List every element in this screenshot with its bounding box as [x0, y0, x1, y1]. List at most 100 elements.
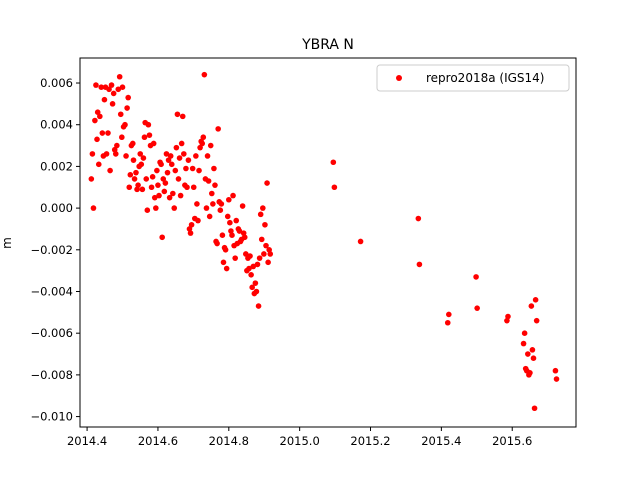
data-point: [553, 376, 560, 382]
data-point: [184, 184, 190, 191]
data-point: [154, 167, 160, 174]
data-point: [187, 230, 194, 236]
data-point: [256, 255, 263, 261]
data-point: [218, 201, 225, 207]
data-point: [178, 140, 185, 147]
plot-area: [80, 58, 576, 427]
data-point: [195, 217, 201, 224]
data-point: [106, 86, 112, 93]
data-point: [232, 255, 238, 261]
data-point: [241, 234, 248, 241]
data-point: [179, 113, 186, 120]
data-point: [253, 288, 260, 295]
data-point: [188, 221, 195, 228]
data-point: [243, 251, 249, 257]
data-point: [161, 188, 168, 195]
data-point: [164, 169, 171, 176]
data-point: [117, 111, 124, 118]
data-point: [139, 186, 146, 193]
data-point: [229, 232, 235, 238]
x-axis: 2014.4 2014.6 2014.8 2015.0 2015.2 2015.4 2015…: [67, 427, 532, 448]
data-point: [446, 311, 452, 318]
data-point: [239, 203, 246, 209]
data-point: [189, 165, 196, 172]
data-point: [156, 192, 162, 199]
data-point: [101, 96, 108, 103]
data-point: [116, 73, 123, 80]
data-point: [146, 132, 153, 138]
data-point: [531, 405, 538, 412]
data-point: [552, 367, 559, 374]
data-point: [193, 153, 199, 159]
data-point: [174, 111, 181, 118]
data-point: [109, 101, 116, 107]
data-point: [260, 205, 266, 211]
data-point: [123, 153, 129, 159]
data-point: [171, 205, 178, 211]
data-point: [261, 251, 267, 257]
data-point: [223, 265, 230, 272]
legend-label: repro2018a (IGS14): [426, 71, 544, 85]
data-point: [530, 355, 537, 362]
data-point: [155, 182, 161, 188]
data-point: [533, 317, 540, 324]
data-point: [264, 180, 270, 186]
y-tick-label: −0.010: [30, 410, 73, 424]
data-point: [160, 176, 167, 182]
data-point: [90, 205, 97, 211]
data-point: [159, 234, 165, 241]
y-axis: −0.010 −0.008 −0.006 −0.004 −0.002 0.000 0.002…: [30, 76, 80, 424]
data-point: [246, 265, 252, 272]
data-point: [190, 184, 197, 191]
data-point: [107, 167, 113, 174]
data-point: [103, 151, 110, 157]
data-point: [145, 121, 152, 128]
data-point: [149, 174, 156, 180]
data-point: [226, 196, 232, 203]
data-point: [185, 157, 192, 163]
data-point: [267, 251, 274, 257]
data-point: [143, 176, 150, 182]
data-point: [331, 184, 338, 191]
data-point: [227, 219, 233, 226]
x-tick-label: 2015.0: [280, 434, 320, 448]
chart-title: YBRA N: [301, 37, 354, 53]
y-tick-label: −0.006: [30, 326, 73, 340]
data-point: [176, 155, 183, 161]
data-point: [215, 126, 221, 132]
data-point: [148, 184, 155, 191]
data-point: [206, 213, 213, 220]
data-point: [217, 207, 224, 213]
data-point: [112, 151, 119, 157]
data-point: [115, 86, 122, 93]
y-tick-label: −0.008: [30, 368, 73, 382]
data-point: [92, 117, 98, 124]
data-point: [122, 121, 128, 128]
legend-box: [376, 64, 570, 92]
data-point: [126, 184, 133, 191]
data-point: [415, 215, 422, 222]
data-point: [127, 171, 134, 178]
data-point: [124, 105, 130, 111]
data-point: [529, 347, 536, 353]
y-axis-label: m: [0, 237, 14, 249]
data-point: [167, 153, 174, 159]
data-point: [131, 176, 138, 182]
data-point: [194, 201, 200, 207]
data-point: [220, 259, 227, 266]
data-point: [162, 180, 169, 186]
data-point: [151, 194, 158, 201]
data-point: [230, 192, 236, 199]
data-point: [98, 84, 105, 90]
data-point: [505, 313, 511, 320]
data-point: [137, 151, 144, 157]
data-point: [133, 169, 139, 176]
x-tick-label: 2015.2: [350, 434, 390, 448]
data-point: [153, 205, 159, 211]
data-point: [474, 305, 480, 311]
data-point: [175, 176, 182, 182]
y-tick-label: −0.002: [30, 243, 73, 257]
data-point: [144, 207, 151, 213]
data-point: [168, 161, 175, 168]
data-point: [197, 144, 203, 151]
